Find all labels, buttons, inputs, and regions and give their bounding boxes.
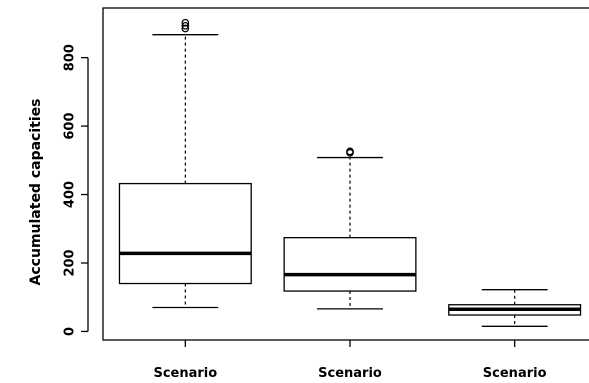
- box-iqr: [118, 182, 252, 285]
- box-group: [118, 18, 252, 309]
- box-group: [448, 289, 582, 327]
- x-axis: Scenario Scenario Scenario: [153, 340, 547, 381]
- y-tick-label: 800: [63, 44, 78, 71]
- x-tick-label: Scenario: [153, 366, 217, 381]
- x-tick-label: Scenario: [483, 366, 547, 381]
- x-tick-label: Scenario: [318, 366, 382, 381]
- box-series: [118, 18, 582, 327]
- box-group: [283, 147, 417, 310]
- y-tick-label: 600: [63, 113, 78, 140]
- outlier-point: [181, 18, 190, 27]
- y-tick-label: 200: [63, 249, 78, 276]
- y-axis: 0 200 400 600 800: [63, 44, 89, 336]
- y-axis-title: Accumulated capacities: [28, 99, 44, 286]
- y-tick-label: 400: [63, 181, 78, 208]
- outlier-point: [346, 147, 354, 156]
- outlier-point: [181, 21, 190, 30]
- y-tick-label: 0: [63, 327, 78, 336]
- box-iqr: [283, 237, 417, 292]
